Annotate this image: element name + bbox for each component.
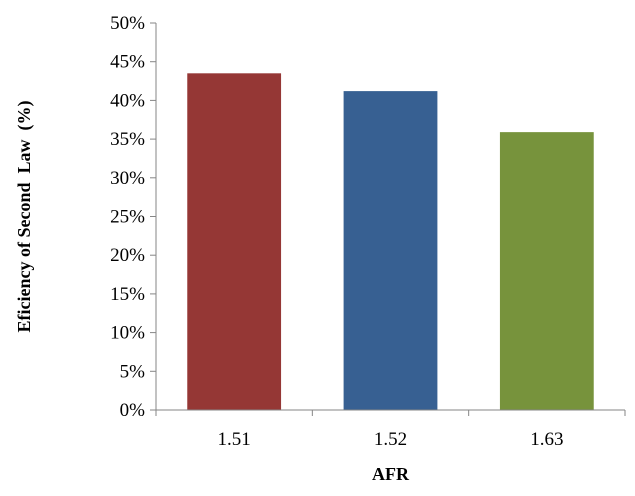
- y-tick-label: 35%: [110, 129, 145, 150]
- bar-1-63: [499, 132, 594, 410]
- bars: [187, 73, 594, 410]
- y-tick-label: 50%: [110, 13, 145, 34]
- y-axis-ticks: 0% 5% 10% 15% 20% 25% 30% 35% 40% 45% 50%: [110, 13, 156, 421]
- y-tick-label: 15%: [110, 284, 145, 305]
- y-tick-label: 25%: [110, 207, 145, 228]
- y-axis-title: Eficiency of Second Law (%): [14, 101, 35, 333]
- x-tick-label: 1.51: [218, 429, 251, 450]
- y-tick-label: 5%: [120, 361, 146, 382]
- y-tick-label: 45%: [110, 52, 145, 73]
- y-tick-label: 40%: [110, 90, 145, 111]
- y-tick-label: 0%: [120, 400, 146, 421]
- x-axis-title: AFR: [372, 464, 410, 484]
- y-tick-label: 30%: [110, 168, 145, 189]
- x-tick-label: 1.63: [530, 429, 563, 450]
- y-tick-label: 10%: [110, 323, 145, 344]
- x-axis-ticks: 1.51 1.52 1.63: [155, 410, 626, 450]
- x-tick-label: 1.52: [374, 429, 407, 450]
- bar-1-52: [343, 91, 438, 410]
- y-tick-label: 20%: [110, 245, 145, 266]
- bar-1-51: [187, 73, 282, 410]
